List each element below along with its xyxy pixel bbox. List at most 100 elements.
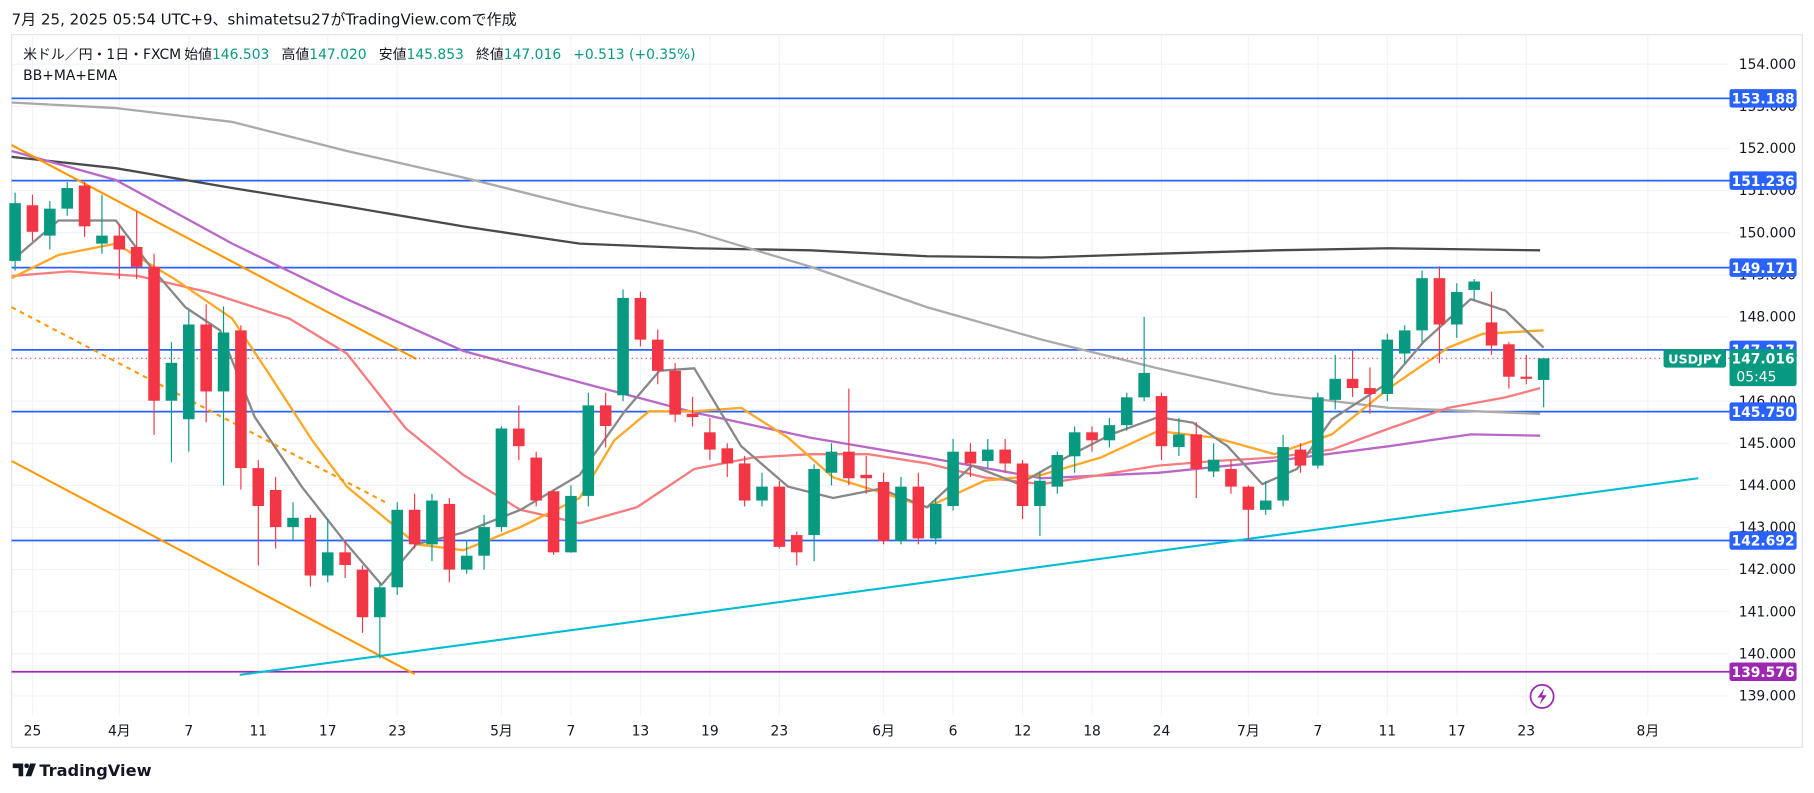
candle-body — [183, 324, 195, 420]
candle-body — [895, 486, 907, 541]
candle-body — [599, 405, 612, 426]
x-tick-label: 11 — [1378, 724, 1396, 740]
candle-body — [999, 449, 1011, 464]
trend-line — [239, 477, 1699, 676]
indicator-line — [11, 149, 1541, 480]
candle-body — [304, 517, 317, 576]
y-tick-label: 154.000 — [1739, 57, 1796, 73]
candle-body — [1520, 376, 1533, 379]
candle-body — [773, 486, 786, 547]
level-label-box — [1729, 531, 1797, 550]
candle-body — [1329, 378, 1341, 400]
legend-text: +0.513 (+0.35%) — [573, 47, 695, 63]
candle-body — [669, 370, 681, 415]
candle-body — [1225, 468, 1237, 487]
legend-text: 147.016 — [504, 47, 561, 63]
candle-body — [1138, 372, 1150, 398]
candle-body — [1346, 378, 1359, 389]
candle-body — [565, 495, 577, 553]
level-label-box — [1729, 89, 1797, 108]
candle-body — [877, 482, 890, 541]
level-label: 139.576 — [1731, 665, 1794, 681]
level-label: 151.236 — [1731, 174, 1794, 190]
candle-body — [530, 457, 542, 501]
candle-body — [200, 324, 212, 392]
trend-line — [11, 144, 417, 360]
candle-body — [61, 188, 73, 209]
candle-body — [321, 552, 334, 576]
candle-body — [1468, 281, 1480, 290]
x-tick-label: 17 — [319, 724, 337, 740]
candle-body — [1086, 432, 1098, 441]
candle-body — [738, 463, 751, 501]
candle-body — [426, 500, 438, 545]
candle-body — [790, 535, 803, 553]
candle-body — [947, 451, 959, 507]
level-label-box — [1729, 402, 1797, 421]
candle-body — [148, 266, 160, 401]
candle-body — [443, 503, 456, 570]
x-tick-label: 6月 — [872, 724, 895, 740]
candle-body — [269, 490, 282, 528]
candle-body — [1155, 396, 1168, 447]
candle-body — [165, 362, 178, 401]
candle-body — [1242, 486, 1255, 510]
pane-border — [11, 34, 1803, 748]
legend-text: 145.853 — [407, 47, 464, 63]
candle-body — [704, 432, 716, 450]
x-tick-label: 4月 — [108, 724, 131, 740]
level-label-box — [1729, 171, 1797, 190]
candle-body — [78, 185, 91, 227]
candle-body — [756, 486, 768, 501]
legend-text: 146.503 — [212, 47, 269, 63]
alert-bolt — [1537, 688, 1547, 705]
symbol-label: USDJPY — [1668, 352, 1722, 367]
x-tick-label: 13 — [632, 724, 650, 740]
candle-body — [860, 474, 873, 479]
level-label: 145.750 — [1731, 405, 1794, 421]
legend-text: 高値 — [281, 46, 309, 63]
x-tick-label: 23 — [771, 724, 789, 740]
indicator-label: BB+MA+EMA — [23, 68, 117, 84]
level-label: 153.188 — [1731, 92, 1794, 108]
candle-body — [686, 413, 699, 418]
candle-body — [9, 203, 21, 261]
candle-body — [982, 449, 994, 461]
candle-body — [1503, 344, 1515, 377]
candle-body — [1120, 397, 1133, 426]
candle-body — [26, 205, 39, 232]
candle-body — [513, 428, 525, 447]
candle-body — [651, 339, 664, 371]
candle-body — [808, 468, 820, 536]
level-label-box — [1729, 662, 1797, 681]
countdown-label: 05:45 — [1736, 369, 1776, 385]
candle-body — [721, 448, 734, 464]
candle-body — [287, 517, 299, 528]
x-tick-label: 11 — [249, 724, 267, 740]
x-tick-label: 7 — [567, 724, 576, 740]
candle-body — [495, 428, 508, 528]
x-tick-label: 17 — [1448, 724, 1466, 740]
candle-body — [1016, 463, 1029, 507]
candle-body — [1433, 278, 1446, 325]
indicator-line — [11, 101, 1541, 415]
candle-body — [1485, 322, 1498, 346]
logo — [12, 763, 36, 777]
candle-body — [617, 297, 629, 396]
candle-body — [1398, 330, 1411, 354]
candle-body — [113, 235, 126, 250]
candle-body — [1451, 292, 1463, 325]
x-tick-label: 18 — [1083, 724, 1101, 740]
level-label-box — [1729, 258, 1797, 277]
candle-body — [96, 235, 108, 244]
x-tick-label: 24 — [1153, 724, 1171, 740]
x-tick-label: 25 — [24, 724, 42, 740]
indicator-line — [10, 219, 1545, 586]
x-tick-label: 7 — [184, 724, 193, 740]
candle-body — [1381, 339, 1394, 394]
y-tick-label: 145.000 — [1739, 436, 1796, 452]
candle-body — [1312, 397, 1324, 466]
candle-body — [44, 208, 56, 236]
candle-body — [929, 503, 942, 539]
x-tick-label: 12 — [1014, 724, 1032, 740]
